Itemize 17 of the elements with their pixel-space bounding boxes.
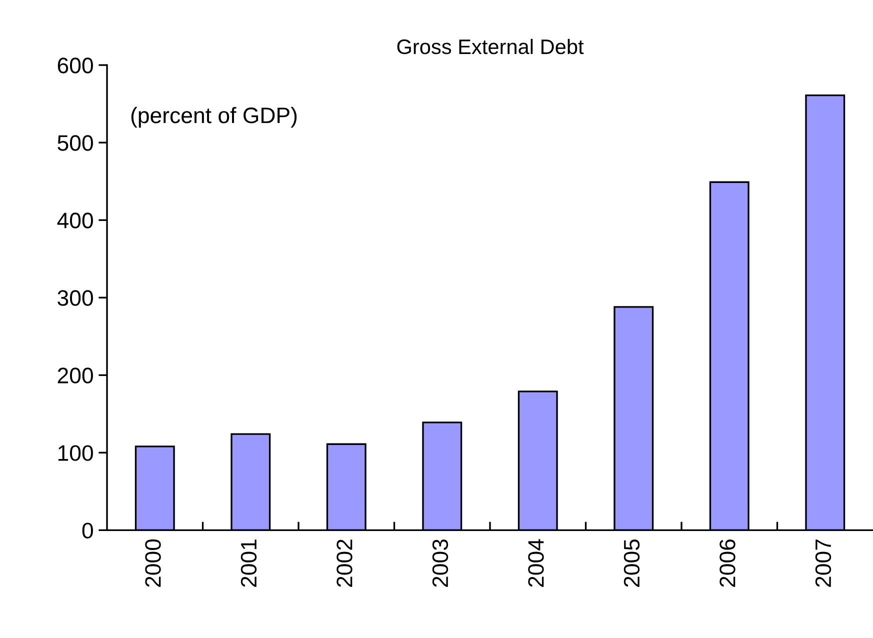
x-tick-label: 2007 [815,540,832,587]
y-tick-label: 200 [58,368,93,384]
y-tick-label: 300 [58,290,93,306]
y-tick-label: 0 [82,522,93,538]
x-tick-label: 2005 [624,539,640,587]
annotation: (percent of GDP) [131,106,297,128]
y-tick-label: 100 [58,445,93,461]
x-tick-label: 2001 [240,540,257,587]
y-tick-label: 400 [57,212,93,228]
x-tick-label: 2006 [720,539,736,587]
y-tick-label: 600 [58,58,93,74]
chart-title: Gross External Debt [397,38,584,54]
x-tick-label: 2003 [432,539,448,587]
x-tick-label: 2004 [528,539,544,587]
y-tick-label: 500 [58,135,93,151]
x-tick-label: 2000 [145,539,161,587]
x-tick-label: 2002 [336,540,352,587]
